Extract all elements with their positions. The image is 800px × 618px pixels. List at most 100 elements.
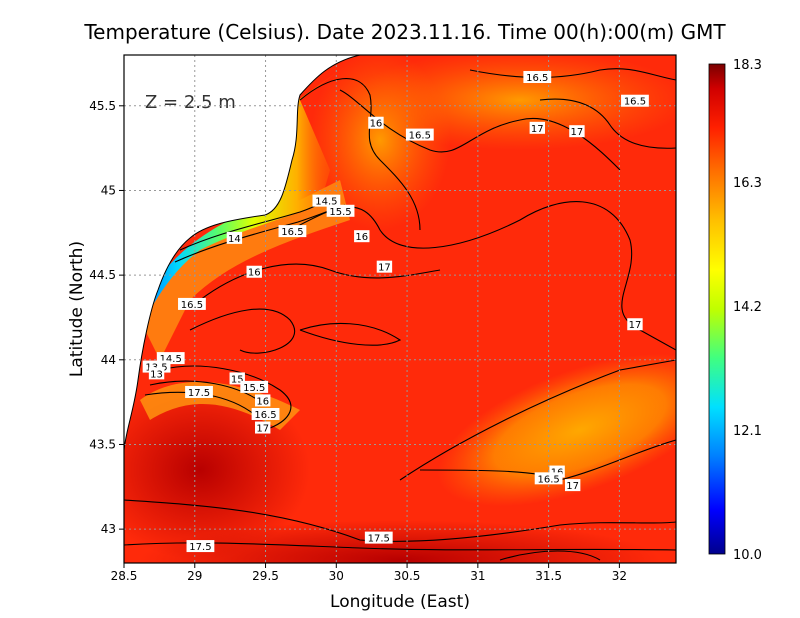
contour-label-text: 13 xyxy=(150,369,163,380)
contour-label-box xyxy=(534,472,563,485)
contour-label-box xyxy=(523,71,552,84)
contour-label-text: 15 xyxy=(231,374,244,385)
contour-label-text: 17.5 xyxy=(188,388,210,399)
contour-line xyxy=(299,78,421,231)
contour-label-box xyxy=(178,297,206,310)
contour-label: 16 xyxy=(354,230,370,243)
contour-label-box xyxy=(529,121,545,134)
contour-label-box xyxy=(240,380,269,393)
colorbar xyxy=(708,63,726,555)
contour-line xyxy=(299,322,402,346)
contour-label-box xyxy=(354,230,370,243)
contour-label-text: 16.5 xyxy=(537,474,559,485)
x-tick-label: 31 xyxy=(470,569,485,583)
contour-label-box xyxy=(376,260,393,273)
contour-label: 16.5 xyxy=(405,128,434,142)
contour-label: 16 xyxy=(255,394,271,407)
y-axis-ticks: 43 43.5 44 44.5 45 45.5 xyxy=(89,99,124,536)
contour-label-text: 16.5 xyxy=(409,131,431,142)
contour-label: 16.5 xyxy=(178,297,206,311)
contour-line xyxy=(289,201,676,351)
x-tick-label: 30 xyxy=(329,569,344,583)
shelf-front-north xyxy=(140,180,350,360)
contour-label-box xyxy=(326,204,355,217)
contour-label-text: 17 xyxy=(256,424,269,435)
x-tick-label: 32 xyxy=(612,569,627,583)
contour-label-text: 17.5 xyxy=(189,542,211,553)
contour-label-text: 17.5 xyxy=(368,534,390,545)
contour-line xyxy=(124,499,676,542)
contour-label: 16 xyxy=(246,265,262,279)
contour-label-box xyxy=(278,225,307,238)
y-tick-label: 44 xyxy=(101,353,116,367)
contour-label-box xyxy=(405,128,434,141)
contour-label: 14 xyxy=(226,231,243,245)
contour-label-box xyxy=(255,421,271,434)
contour-label: 17.5 xyxy=(185,385,213,399)
colorbar-tick-label: 10.0 xyxy=(733,548,762,563)
contour-label: 17 xyxy=(564,479,581,492)
contour-label: 16 xyxy=(368,116,384,130)
x-tick-label: 28.5 xyxy=(111,569,138,583)
contour-label-box xyxy=(364,531,393,544)
colorbar-tick-label: 18.3 xyxy=(733,58,762,73)
contour-label-text: 16.5 xyxy=(254,410,276,421)
contour-label: 16.5 xyxy=(534,472,563,485)
contour-label: 17 xyxy=(627,318,643,331)
contour-label-text: 17 xyxy=(629,320,642,331)
contour-label-text: 15.5 xyxy=(243,383,265,394)
contour-label-box xyxy=(185,385,213,398)
y-tick-label: 45.5 xyxy=(89,99,116,113)
contour-label-text: 16.5 xyxy=(181,300,203,311)
plot-frame xyxy=(123,54,677,564)
contour-label-text: 17 xyxy=(566,481,579,492)
contour-label-box xyxy=(621,94,649,107)
contour-label: 15.5 xyxy=(240,380,269,394)
contour-label-box xyxy=(627,318,643,331)
contour-label-box xyxy=(251,407,280,420)
grid-lines xyxy=(124,55,676,563)
cool-area-north xyxy=(310,55,450,230)
x-axis-ticks: 28.5 29 29.5 30 30.5 31 31.5 32 xyxy=(111,563,627,583)
depth-label: Z = 2.5 m xyxy=(145,92,236,113)
colorbar-tick-label: 16.3 xyxy=(733,176,762,191)
contour-line xyxy=(399,359,676,481)
contour-label-box xyxy=(148,367,165,380)
contour-line xyxy=(539,98,676,149)
colorbar-tick-label: 12.1 xyxy=(733,424,762,439)
y-tick-label: 43.5 xyxy=(89,437,116,451)
contour-line xyxy=(469,68,676,81)
contour-label: 13 xyxy=(148,367,165,380)
contour-label-box xyxy=(246,265,262,278)
land-mass xyxy=(124,55,361,451)
y-tick-label: 43 xyxy=(101,522,116,536)
contour-label-text: 14.5 xyxy=(160,354,182,365)
warm-band-south xyxy=(140,520,660,563)
contour-label-box xyxy=(564,479,581,492)
contour-label-box xyxy=(255,394,271,407)
contour-label-text: 16 xyxy=(370,119,383,130)
contour-label: 17 xyxy=(255,421,271,435)
contour-label: 16.5 xyxy=(621,94,649,108)
contour-label-box xyxy=(186,540,215,553)
contour-label: 17.5 xyxy=(364,531,393,545)
x-tick-label: 30.5 xyxy=(394,569,421,583)
contour-label: 16.5 xyxy=(523,71,552,84)
contour-label: 14.5 xyxy=(312,194,341,208)
contour-line xyxy=(159,365,292,429)
x-tick-label: 29 xyxy=(187,569,202,583)
contour-label-box xyxy=(312,194,341,207)
contour-label-text: 14.5 xyxy=(315,197,337,208)
contour-label: 16.5 xyxy=(278,225,307,238)
contour-line xyxy=(499,550,601,561)
contour-line xyxy=(189,308,296,354)
contour-label: 17 xyxy=(569,125,585,138)
contour-label-text: 16 xyxy=(248,268,261,279)
colorbar-tick-label: 14.2 xyxy=(733,300,762,315)
contour-label: 15.5 xyxy=(326,204,355,218)
chart-title: Temperature (Celsius). Date 2023.11.16. … xyxy=(83,20,726,44)
x-tick-label: 31.5 xyxy=(535,569,562,583)
contour-label-text: 16 xyxy=(256,396,269,407)
